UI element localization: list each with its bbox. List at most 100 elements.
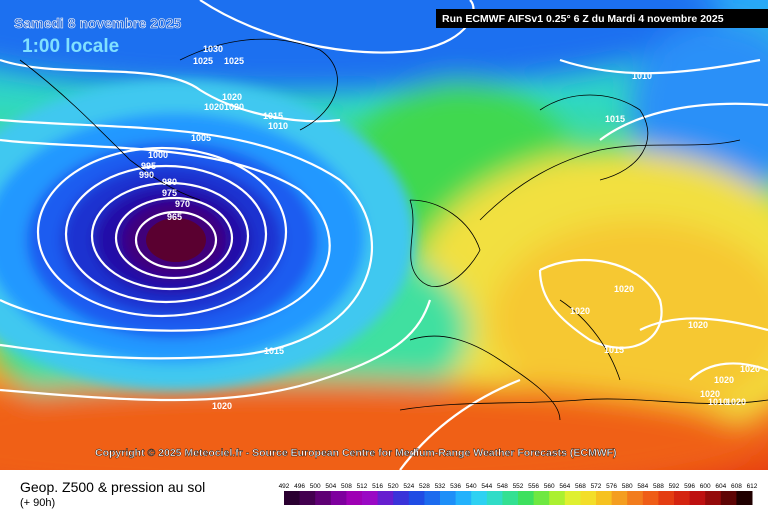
legend-label: 524 (403, 483, 414, 490)
isobar-label: 990 (139, 170, 154, 180)
legend-label: 588 (653, 483, 664, 490)
legend-label: 548 (497, 483, 508, 490)
legend-label: 560 (544, 483, 555, 490)
isobar-label: 1000 (148, 150, 168, 160)
isobars (0, 0, 768, 470)
legend-swatch (549, 491, 566, 505)
isobar-label: 1015 (604, 345, 624, 355)
local-time: 1:00 locale (22, 36, 119, 57)
legend-swatch (299, 491, 316, 505)
isobar-label: 995 (141, 161, 156, 171)
legend-label: 520 (388, 483, 399, 490)
isobar-label: 1005 (191, 133, 211, 143)
legend-label: 584 (637, 483, 648, 490)
legend-swatch (362, 491, 379, 505)
legend-swatch (736, 491, 753, 505)
legend-swatch (315, 491, 332, 505)
isobar-label: 1020 (726, 397, 746, 407)
legend-label: 508 (341, 483, 352, 490)
legend-label: 596 (684, 483, 695, 490)
legend-label: 572 (591, 483, 602, 490)
run-banner (436, 9, 768, 28)
legend-label: 536 (450, 483, 461, 490)
legend-swatch (720, 491, 737, 505)
isobar-label: 1020 (224, 102, 244, 112)
copyright: Copyright © 2025 Meteociel.fr - Source E… (95, 447, 617, 459)
isobar-label: 1020 (222, 92, 242, 102)
legend-swatch (502, 491, 519, 505)
isobar-label: 980 (162, 177, 177, 187)
legend-label: 492 (279, 483, 290, 490)
legend-swatch (580, 491, 597, 505)
isobar-label: 1010 (708, 397, 728, 407)
legend-swatch (346, 491, 363, 505)
legend-swatch (284, 491, 301, 505)
isobar-label: 1010 (632, 71, 652, 81)
legend-swatch (393, 491, 410, 505)
legend-swatch (377, 491, 394, 505)
isobar-label: 1020 (714, 375, 734, 385)
legend-label: 568 (575, 483, 586, 490)
isobar-label: 1020 (688, 320, 708, 330)
isobar-label: 965 (167, 212, 182, 222)
legend-label: 564 (559, 483, 570, 490)
isobar-label: 1020 (740, 364, 760, 374)
legend-label: 576 (606, 483, 617, 490)
legend-label: 580 (622, 483, 633, 490)
isobar-label: 1025 (193, 56, 213, 66)
legend-swatch (627, 491, 644, 505)
isobar-label: 1020 (204, 102, 224, 112)
legend-label: 512 (357, 483, 368, 490)
isobar-label: 1015 (264, 346, 284, 356)
forecast-date: Samedi 8 novembre 2025 (14, 15, 182, 31)
legend-label: 592 (669, 483, 680, 490)
isobar-label: 1025 (224, 56, 244, 66)
isobar-label: 1030 (203, 44, 223, 54)
isobar-label: 975 (162, 188, 177, 198)
legend-label: 500 (310, 483, 321, 490)
legend-swatch (705, 491, 722, 505)
legend-label: 544 (481, 483, 492, 490)
legend-swatch (689, 491, 706, 505)
isobar-label: 1020 (570, 306, 590, 316)
legend-swatch (486, 491, 503, 505)
legend-swatch (440, 491, 457, 505)
legend-label: 516 (372, 483, 383, 490)
isobar-label: 970 (175, 199, 190, 209)
legend-swatch (455, 491, 472, 505)
footer-title: Geop. Z500 & pression au sol (20, 479, 205, 495)
legend-label: 496 (294, 483, 305, 490)
legend-swatch (471, 491, 488, 505)
isobar-label: 1015 (263, 111, 283, 121)
coastlines (19, 38, 768, 421)
legend-swatch (424, 491, 441, 505)
legend-label: 540 (466, 483, 477, 490)
legend-label: 608 (731, 483, 742, 490)
legend-label: 612 (747, 483, 758, 490)
legend-swatch (674, 491, 691, 505)
legend-label: 556 (528, 483, 539, 490)
legend-label: 532 (435, 483, 446, 490)
isobar-label: 1020 (700, 389, 720, 399)
run-info: Run ECMWF AIFSv1 0.25° 6 Z du Mardi 4 no… (442, 13, 724, 25)
isobar-label: 1010 (268, 121, 288, 131)
color-legend: 492 496 500 504 508 512 516 520 524 528 532 536 540 5… (279, 483, 758, 505)
legend-swatch (611, 491, 628, 505)
isobar-label: 1015 (605, 114, 625, 124)
legend-swatch (330, 491, 347, 505)
legend-label: 528 (419, 483, 430, 490)
legend-swatch (658, 491, 675, 505)
legend-label: 604 (715, 483, 726, 490)
legend-label: 600 (700, 483, 711, 490)
legend-swatch (564, 491, 581, 505)
legend-label: 504 (325, 483, 336, 490)
legend-swatch (642, 491, 659, 505)
legend-swatch (408, 491, 425, 505)
low-center (146, 218, 206, 262)
footer-lead: (+ 90h) (20, 497, 55, 509)
legend-swatch (518, 491, 535, 505)
isobar-label: 1020 (614, 284, 634, 294)
